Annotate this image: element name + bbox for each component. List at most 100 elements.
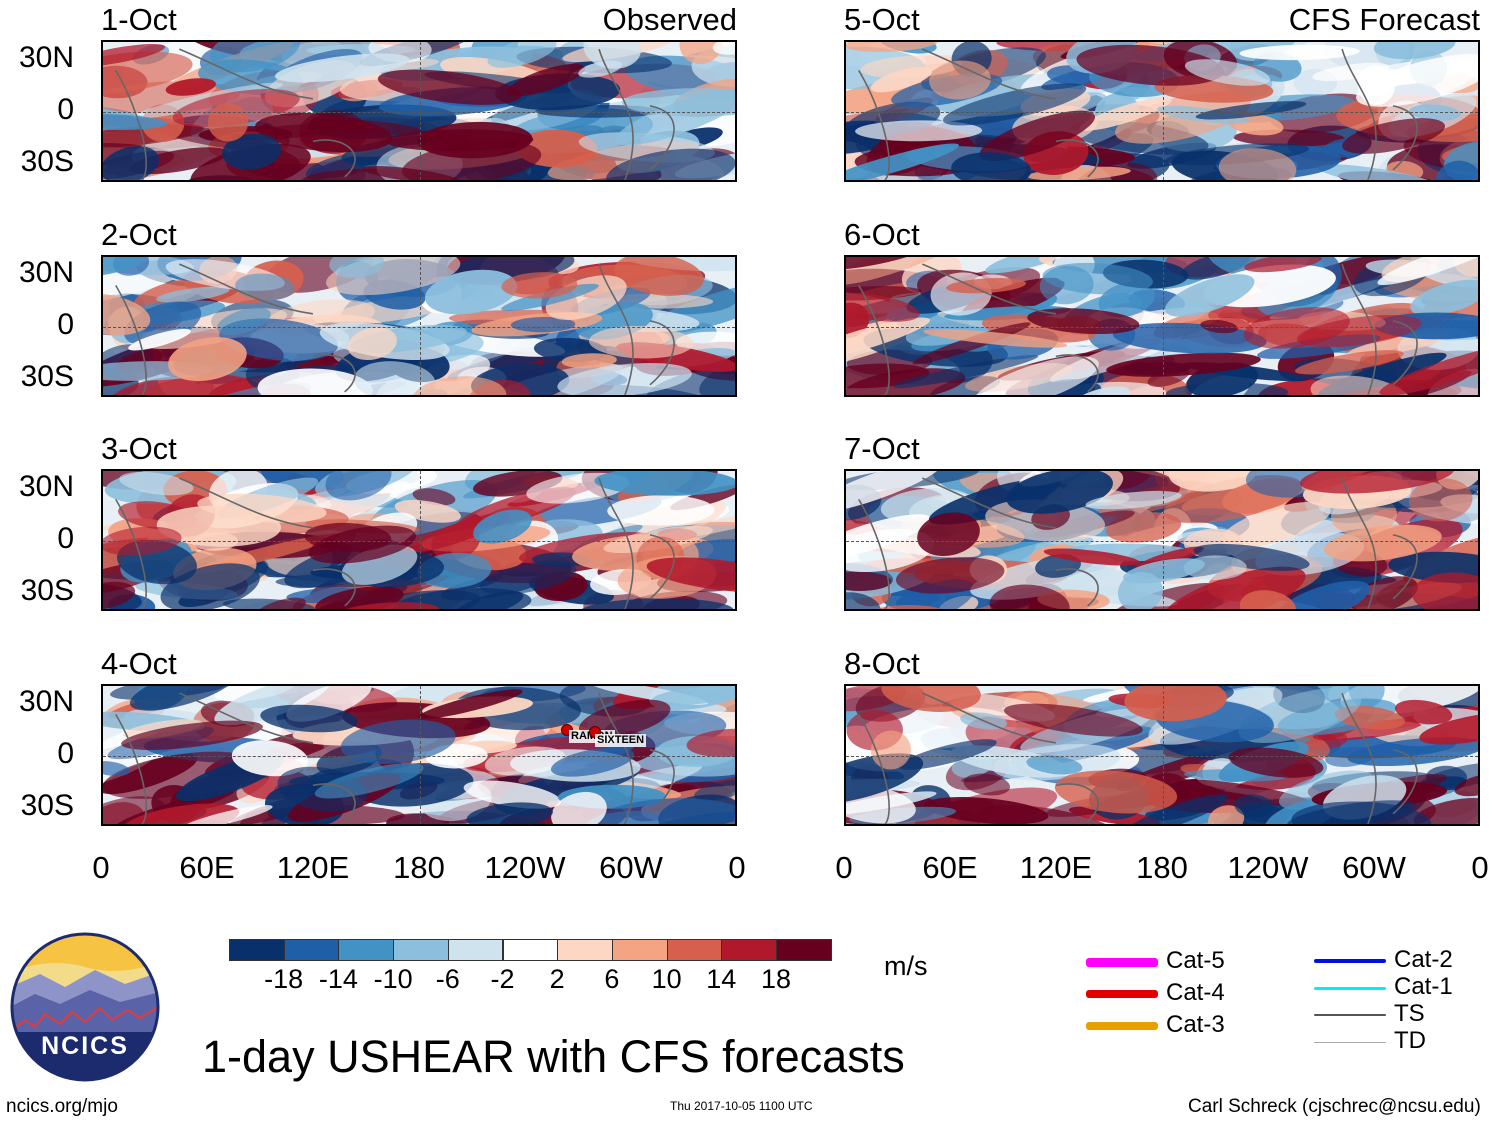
- shear-field-blob: [1347, 737, 1478, 767]
- shear-field: [846, 686, 1478, 824]
- shear-field-blob: [231, 740, 308, 777]
- shear-map-panel: [101, 40, 737, 182]
- shear-field-blob: [1221, 501, 1331, 548]
- shear-field-blob: [1410, 279, 1478, 316]
- x-tick-label: 180: [393, 850, 445, 885]
- x-tick-label: 120E: [276, 850, 350, 885]
- shear-field-blob: [257, 368, 373, 395]
- equator-line: [846, 756, 1478, 757]
- shear-field: [103, 257, 735, 395]
- y-tick-label: 30N: [18, 256, 74, 289]
- shear-field-blob: [479, 561, 577, 595]
- shear-field-blob: [963, 773, 1011, 796]
- coastline: [115, 48, 675, 180]
- shear-field-blob: [1239, 44, 1360, 61]
- shear-field-blob: [1394, 699, 1453, 725]
- colorbar-swatch: [666, 939, 723, 961]
- figure-title: 1-day USHEAR with CFS forecasts: [202, 1031, 905, 1082]
- shear-field-blob: [168, 337, 247, 382]
- legend-label: Cat-2: [1394, 946, 1453, 973]
- colorbar-swatch: [611, 939, 668, 961]
- shear-field-blob: [110, 374, 261, 395]
- shear-field-blob: [165, 78, 216, 96]
- shear-map-panel: RAMONSIXTEEN: [101, 684, 737, 826]
- shear-field-blob: [1310, 375, 1411, 395]
- shear-map-panel: [101, 255, 737, 397]
- shear-field-blob: [103, 796, 165, 824]
- panel-title: 2-Oct: [101, 217, 177, 252]
- shear-field-blob: [1164, 274, 1255, 317]
- shear-field-blob: [1356, 54, 1478, 107]
- shear-field-blob: [846, 286, 922, 301]
- coastline: [858, 692, 1418, 824]
- dateline: [420, 257, 421, 395]
- y-tick-label: 30N: [18, 41, 74, 74]
- equator-line: [103, 112, 735, 113]
- shear-field-blob: [846, 317, 931, 363]
- shear-field-blob: [412, 376, 507, 395]
- shear-field-blob: [942, 83, 1087, 126]
- legend-label: TS: [1394, 1000, 1425, 1027]
- shear-field-blob: [923, 797, 1049, 824]
- x-tick-label: 0: [835, 850, 853, 885]
- shear-field-blob: [103, 293, 151, 336]
- shear-field-blob: [418, 689, 523, 719]
- shear-field-blob: [1416, 762, 1478, 792]
- shear-map-panel: [844, 684, 1480, 826]
- shear-field-blob: [1244, 257, 1322, 273]
- panel-title: 8-Oct: [844, 646, 920, 681]
- shear-field-blob: [1122, 794, 1229, 824]
- legend-line-cat-4: [1086, 990, 1158, 998]
- shear-field-blob: [214, 686, 297, 702]
- shear-field: [846, 42, 1478, 180]
- shear-field-blob: [589, 325, 694, 359]
- shear-map-panel: [844, 40, 1480, 182]
- shear-field-blob: [973, 356, 1099, 395]
- equator-line: [103, 756, 735, 757]
- colorbar-tick-label: -2: [490, 964, 515, 994]
- shear-field-blob: [1435, 160, 1478, 180]
- colorbar-tick-label: 6: [604, 964, 620, 994]
- shear-field-blob: [128, 328, 191, 351]
- shear-field-blob: [1072, 386, 1131, 395]
- shear-field-blob: [466, 802, 553, 824]
- shear-field-blob: [1085, 490, 1182, 510]
- colorbar-swatch: [338, 939, 395, 961]
- shear-field-blob: [510, 316, 576, 333]
- shear-field-blob: [103, 761, 131, 777]
- shear-field-blob: [1004, 703, 1143, 737]
- shear-field-blob: [340, 719, 456, 764]
- colorbar-swatch: [393, 939, 449, 961]
- shear-field-blob: [892, 355, 1039, 389]
- colorbar-tick-label: -14: [318, 964, 358, 994]
- shear-field-blob: [353, 361, 436, 395]
- shear-field-blob: [473, 509, 532, 544]
- colorbar-tick-label: 18: [760, 964, 792, 994]
- shear-field-blob: [1274, 580, 1370, 609]
- y-tick-label: 30S: [20, 360, 74, 393]
- shear-field-blob: [1208, 805, 1245, 824]
- x-tick-label: 0: [728, 850, 746, 885]
- y-tick-label: 0: [57, 522, 74, 555]
- legend-label: Cat-4: [1166, 979, 1225, 1006]
- footer-right: Carl Schreck (cjschrec@ncsu.edu): [1188, 1096, 1481, 1117]
- shear-field-blob: [377, 69, 522, 105]
- dateline: [1163, 42, 1164, 180]
- shear-field-blob: [329, 257, 385, 278]
- shear-field-blob: [216, 307, 271, 336]
- coastline: [115, 692, 675, 824]
- shear-field: [103, 686, 735, 824]
- footer-left[interactable]: ncics.org/mjo: [6, 1096, 118, 1117]
- y-tick-label: 0: [57, 737, 74, 770]
- shear-field-blob: [1218, 148, 1297, 180]
- shear-field-blob: [979, 110, 1096, 162]
- shear-field-blob: [484, 746, 566, 776]
- shear-field-blob: [1200, 319, 1238, 334]
- shear-field-blob: [561, 353, 617, 369]
- colorbar-swatch: [447, 939, 504, 961]
- shear-field-blob: [1168, 471, 1257, 492]
- shear-field-blob: [989, 584, 1070, 609]
- colorbar-swatch: [502, 939, 559, 961]
- shear-field-blob: [1184, 59, 1271, 86]
- shear-field-blob: [679, 42, 723, 65]
